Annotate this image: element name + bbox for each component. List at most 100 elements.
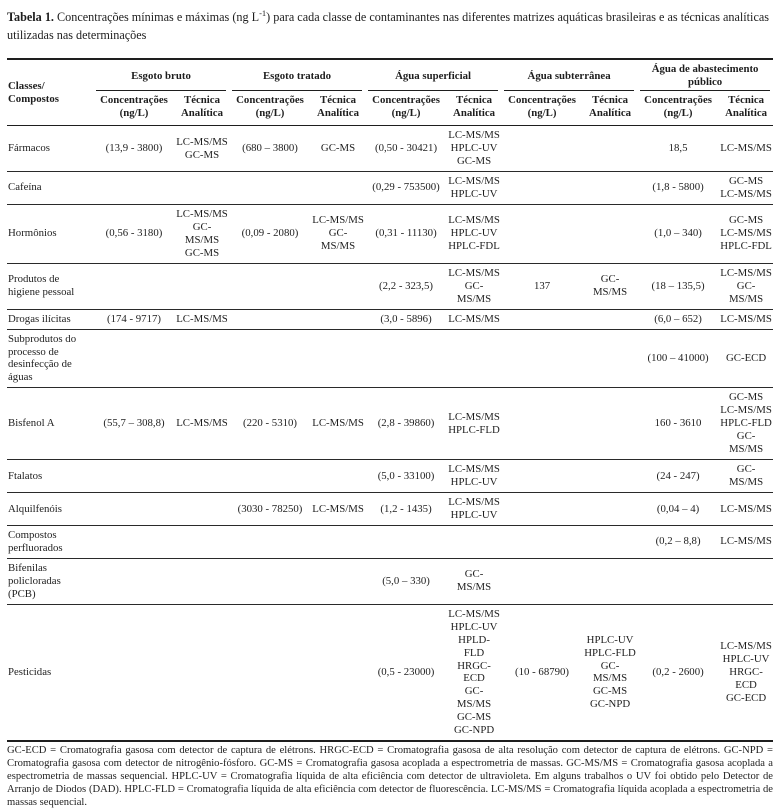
sub-header-row: Concentrações (ng/L) Técnica Analítica C… <box>7 91 773 125</box>
group-label-agua-abastecimento: Água de abastecimento público <box>640 63 771 92</box>
technique-cell: LC-MS/MS GC-MS/MS <box>720 266 772 305</box>
table-row: Bisfenol A (55,7 – 308,8) LC-MS/MS (220 - 5… <box>7 387 774 460</box>
technique-cell: LC-MS/MS <box>720 502 772 515</box>
row-label: Fármacos <box>8 142 50 155</box>
concentration-cell: (6,0 – 652) <box>654 312 702 325</box>
technique-cell: LC-MS/MS GC-MS/MS <box>312 214 364 253</box>
row-label: Hormônios <box>8 227 57 240</box>
group-label-esgoto-bruto: Esgoto bruto <box>96 64 227 92</box>
concentration-cell <box>229 558 311 604</box>
technique-cell <box>175 329 229 388</box>
concentration-cell: (0,50 - 30421) <box>374 142 438 155</box>
technique-cell <box>583 388 637 460</box>
row-label: Produtos de higiene pessoal <box>8 273 75 299</box>
technique-cell: LC-MS/MS <box>312 417 364 430</box>
technique-cell <box>311 309 365 329</box>
concentration-cell: (174 - 9717) <box>107 312 161 325</box>
concentration-cell: (0,04 – 4) <box>656 502 700 515</box>
technique-cell <box>311 329 365 388</box>
technique-cell: LC-MS/MS <box>720 312 772 325</box>
technique-cell <box>311 460 365 493</box>
technique-cell <box>583 525 637 558</box>
col-header-classes: Classes/ Compostos <box>8 79 59 105</box>
technique-cell <box>583 309 637 329</box>
subheader-conc-agua-abastecimento: Concentrações (ng/L) <box>644 94 712 120</box>
table-row: Bifenilas policloradas (PCB) (5,0 – 330) G… <box>7 558 774 604</box>
technique-cell <box>175 172 229 205</box>
technique-cell <box>175 558 229 604</box>
row-label: Bisfenol A <box>8 417 55 430</box>
technique-cell <box>311 604 365 741</box>
col-group-agua-abastecimento: Água de abastecimento público <box>637 59 773 92</box>
concentration-cell <box>229 329 311 388</box>
col-group-agua-subterranea: Água subterrânea <box>501 59 637 92</box>
technique-cell: LC-MS/MS <box>720 142 772 155</box>
concentration-cell: (0,2 - 2600) <box>652 665 704 678</box>
concentration-cell <box>501 126 583 172</box>
technique-cell <box>447 329 501 388</box>
technique-cell <box>719 558 773 604</box>
technique-cell <box>175 525 229 558</box>
col-group-esgoto-tratado: Esgoto tratado <box>229 59 365 92</box>
table-row: Hormônios (0,56 - 3180) LC-MS/MS GC-MS/MS … <box>7 204 774 263</box>
concentration-cell <box>501 309 583 329</box>
concentration-cell <box>501 204 583 263</box>
concentration-cell <box>93 172 175 205</box>
concentration-cell <box>93 460 175 493</box>
technique-cell: LC-MS/MS <box>312 502 364 515</box>
table-row: Alquilfenóis (3030 - 78250) LC-MS/MS (1,2 -… <box>7 492 774 526</box>
concentration-cell <box>229 309 311 329</box>
technique-cell <box>311 558 365 604</box>
concentration-cell <box>637 558 719 604</box>
concentration-cell: (55,7 – 308,8) <box>103 417 165 430</box>
concentration-cell: (13,9 - 3800) <box>105 142 163 155</box>
concentration-cell: (18 – 135,5) <box>651 279 705 292</box>
technique-cell <box>583 126 637 172</box>
technique-cell: LC-MS/MS <box>448 312 500 325</box>
technique-cell: LC-MS/MS HPLC-UV GC-MS <box>448 129 500 168</box>
technique-cell <box>583 493 637 526</box>
table-row: Drogas ilícitas (174 - 9717) LC-MS/MS (3,0 … <box>7 309 774 329</box>
concentration-cell: 160 - 3610 <box>654 417 702 430</box>
concentration-cell: 137 <box>533 279 551 292</box>
concentration-cell: 18,5 <box>668 142 688 155</box>
group-label-agua-subterranea: Água subterrânea <box>504 64 635 92</box>
col-group-agua-superficial: Água superficial <box>365 59 501 92</box>
concentration-cell: (0,29 - 753500) <box>372 181 440 194</box>
concentration-cell: (0,2 – 8,8) <box>655 535 701 548</box>
concentration-cell <box>501 460 583 493</box>
subheader-conc-agua-subterranea: Concentrações (ng/L) <box>508 94 576 120</box>
subheader-tech-esgoto-tratado: Técnica Analítica <box>317 94 360 120</box>
subheader-conc-esgoto-bruto: Concentrações (ng/L) <box>100 94 168 120</box>
concentration-cell: (0,31 - 11130) <box>375 227 437 240</box>
row-label: Compostos perfluorados <box>8 528 63 554</box>
row-label: Ftalatos <box>8 469 43 482</box>
concentration-cell <box>501 525 583 558</box>
concentration-cell <box>93 493 175 526</box>
technique-cell <box>175 263 229 309</box>
technique-cell: LC-MS/MS GC-MS/MS GC-MS <box>176 207 228 259</box>
concentration-cell <box>229 604 311 741</box>
table-row: Produtos de higiene pessoal (2,2 - 323,5)… <box>7 263 774 309</box>
concentration-cell <box>229 263 311 309</box>
technique-cell <box>175 460 229 493</box>
concentration-cell: (1,0 – 340) <box>654 227 702 240</box>
col-group-esgoto-bruto: Esgoto bruto <box>93 59 229 92</box>
technique-cell: GC-MS <box>320 142 356 155</box>
concentration-cell: (0,5 - 23000) <box>377 665 435 678</box>
technique-cell <box>583 460 637 493</box>
technique-cell: LC-MS/MS GC-MS <box>176 135 228 161</box>
concentration-cell: (3030 - 78250) <box>237 502 303 515</box>
subheader-tech-agua-abastecimento: Técnica Analítica <box>725 94 768 120</box>
group-label-agua-superficial: Água superficial <box>368 64 499 92</box>
technique-cell: LC-MS/MS HPLC-UV HPLD-FLD HRGC-ECD GC-MS… <box>448 607 500 737</box>
group-label-esgoto-tratado: Esgoto tratado <box>232 64 363 92</box>
row-label: Pesticidas <box>8 665 52 678</box>
technique-cell: GC-MS/MS <box>728 463 764 489</box>
technique-cell <box>583 204 637 263</box>
concentration-cell: (0,56 - 3180) <box>105 227 163 240</box>
technique-cell: GC-MS LC-MS/MS HPLC-FLD GC-MS/MS <box>720 391 772 456</box>
technique-cell <box>175 604 229 741</box>
technique-cell: LC-MS/MS <box>176 417 228 430</box>
